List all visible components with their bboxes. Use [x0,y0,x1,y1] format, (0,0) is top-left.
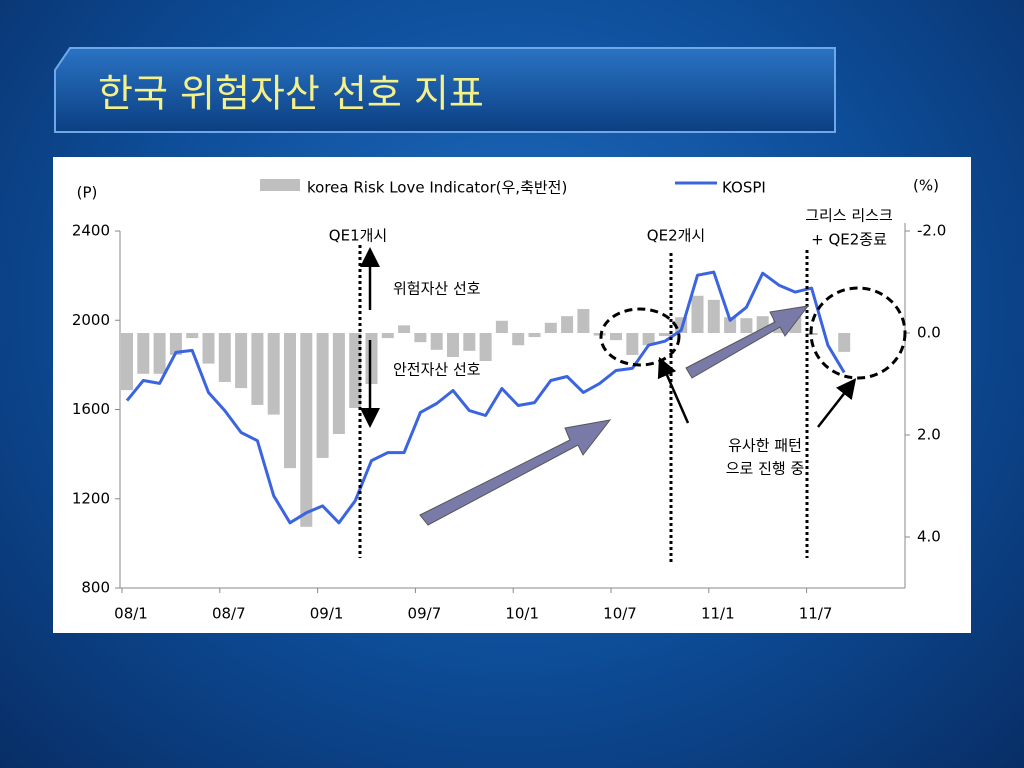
y-tick-label: 1600 [72,400,110,418]
y-tick-label: 2400 [72,222,110,240]
bar [153,333,166,374]
arrow [817,378,857,428]
bar [381,333,394,339]
x-tick-label: 09/1 [310,605,344,623]
annotation: + QE2종료 [811,231,887,249]
bar [707,299,720,333]
y2-tick-label: 0.0 [917,324,941,342]
y2-tick-label: -2.0 [917,222,946,240]
bar [169,333,182,355]
bar [528,333,541,338]
bar [284,333,296,469]
bar [447,333,459,357]
bar [740,318,753,333]
highlight [809,286,907,380]
x-tick-label: 08/1 [114,605,148,623]
bar [398,325,411,333]
bar [577,309,590,333]
bar [414,333,427,343]
y2-tick-label: 2.0 [917,426,941,444]
highlight [599,307,681,367]
bar [463,333,476,351]
x-tick-label: 08/7 [212,605,246,623]
bar [332,333,345,434]
legend-label: korea Risk Love Indicator(우,축반전) [307,179,567,197]
bar [626,333,639,355]
trend-arrow [685,305,810,379]
bar [610,333,622,341]
bar [267,333,280,415]
chart-panel [53,157,971,633]
y-tick-label: 1200 [72,489,110,507]
slide-title: 한국 위험자산 선호 지표 [98,72,484,116]
line [125,270,846,525]
y-axis-label: (P) [77,184,98,202]
bar [365,333,378,384]
bar [251,333,264,405]
bar [202,333,215,364]
x-tick-label: 10/1 [505,605,539,623]
bar [544,322,557,333]
y-tick-label: 2000 [72,311,110,329]
bar [479,333,492,362]
bar [658,333,671,337]
trend-arrow [419,419,612,526]
bar [495,320,508,333]
bar [349,333,362,408]
annotation: QE2개시 [647,227,705,245]
annotation: 으로 진행 중 [726,460,805,478]
x-tick-label: 11/7 [799,605,833,623]
bar [218,333,231,382]
bar [300,333,313,527]
arrow [657,356,690,424]
annotation: 안전자산 선호 [393,361,481,379]
y-tick-label: 800 [81,579,110,597]
bar [186,333,199,339]
bar [512,333,525,346]
annotation: QE1개시 [329,227,387,245]
bar [430,333,443,350]
bar [691,295,704,333]
x-tick-label: 11/1 [701,605,735,623]
legend-label: KOSPI [722,179,766,197]
x-tick-label: 10/7 [603,605,637,623]
y2-tick-label: 4.0 [917,528,941,546]
legend-swatch [260,179,300,191]
x-tick-label: 09/7 [408,605,442,623]
annotation: 위험자산 선호 [393,280,481,298]
bar [121,333,133,391]
annotation: 유사한 패턴 [728,437,802,455]
bar [838,333,851,352]
bar [724,317,737,333]
bar [137,333,150,374]
y2-axis-label: (%) [913,177,939,195]
bar [235,333,248,389]
bar [316,333,329,458]
annotation: 그리스 리스크 [805,207,893,225]
bar [642,333,655,346]
title-banner [54,47,836,133]
bar [561,316,574,333]
